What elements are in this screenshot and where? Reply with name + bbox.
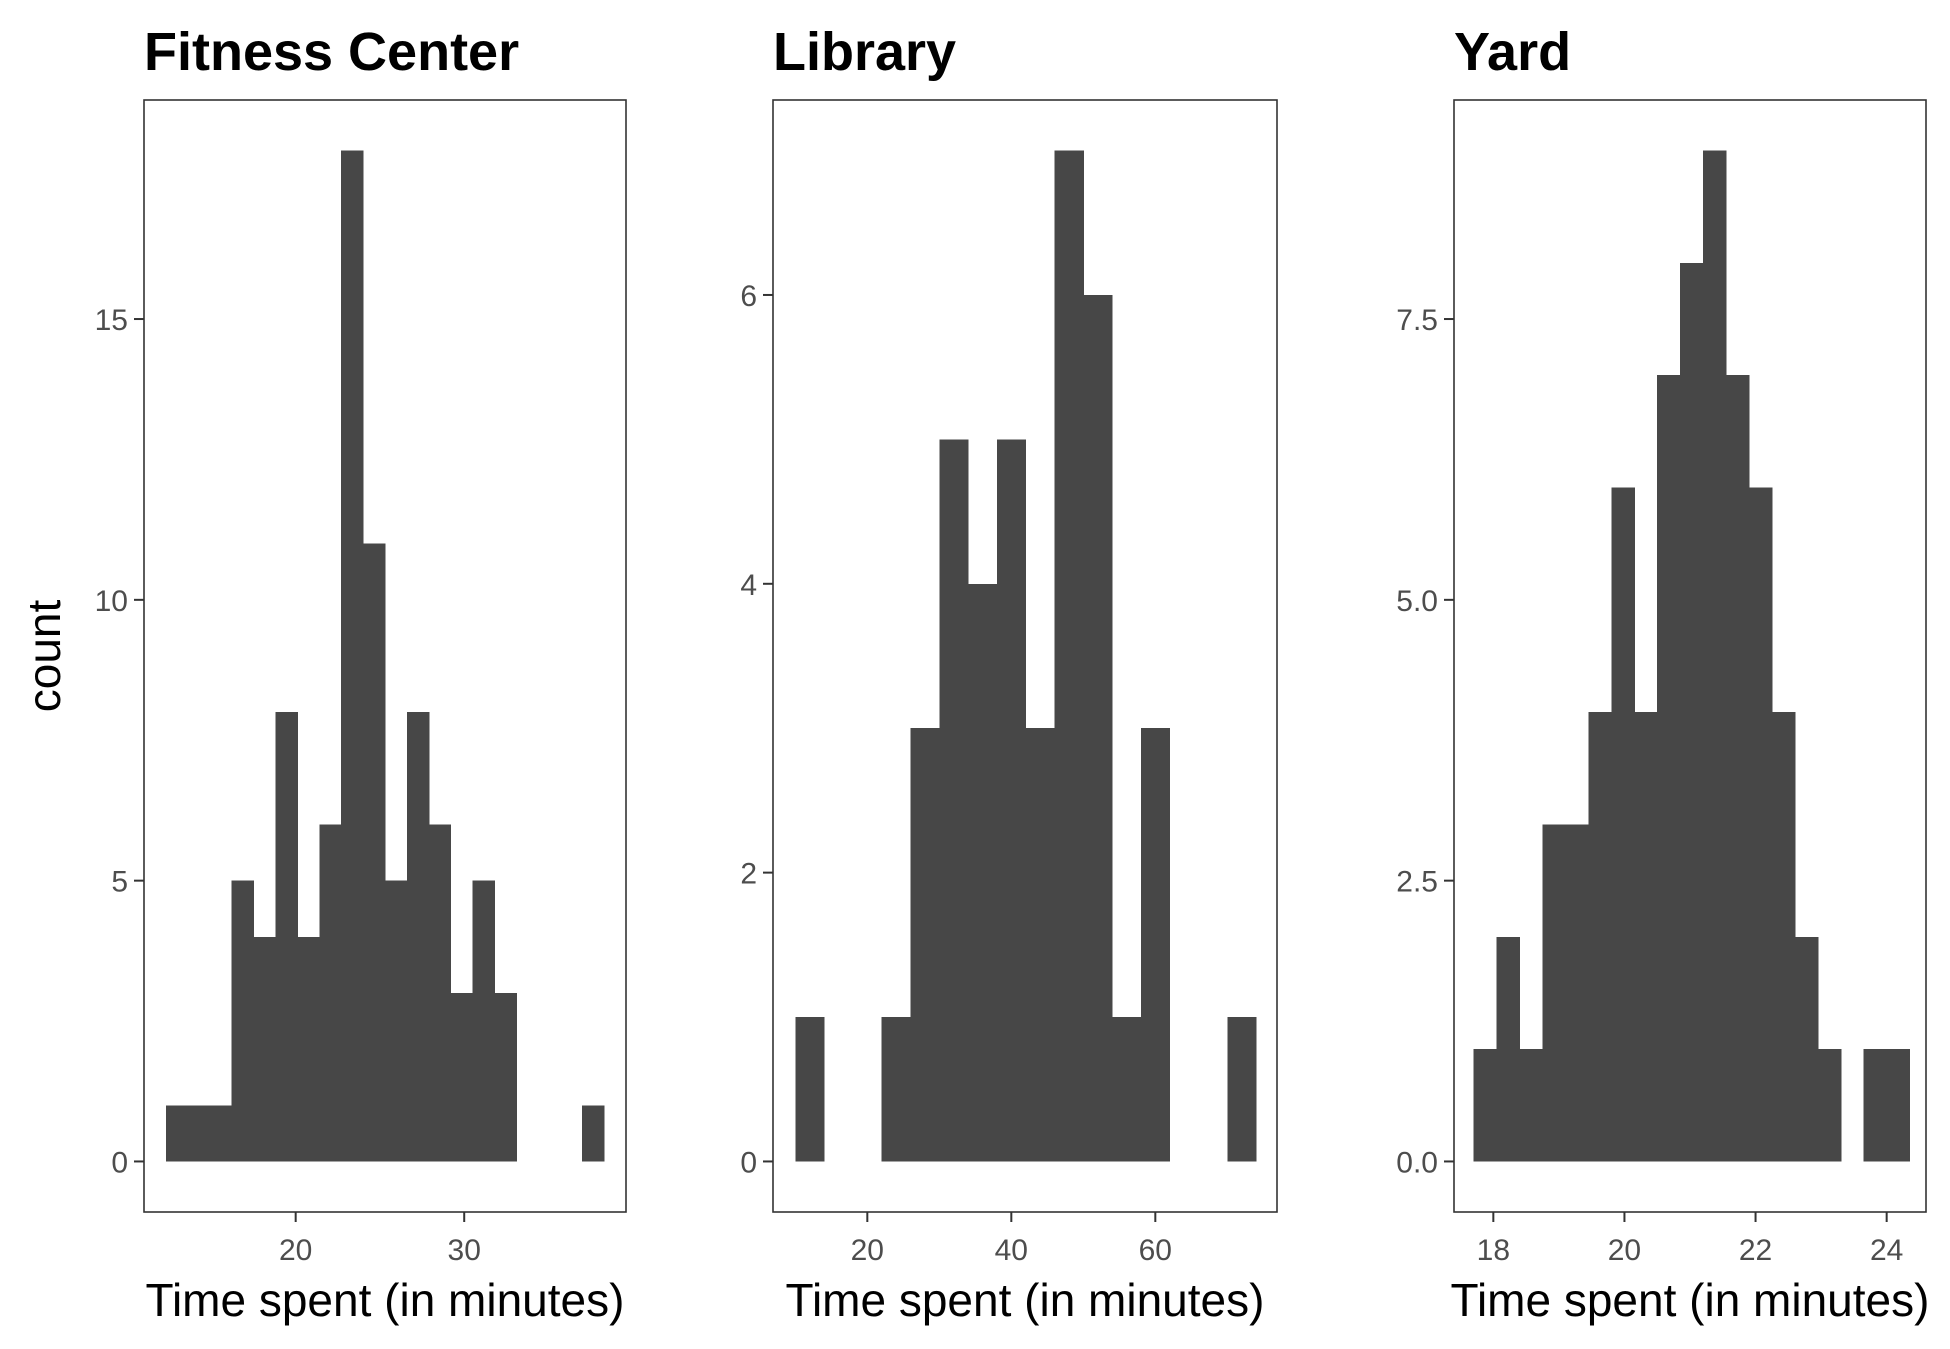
panel-2: Yard 0.0 2.5 5.0 7.5 18 20 22 24 Time spent (in m… [1396, 22, 1929, 1326]
panel-title: Yard [1454, 22, 1571, 82]
x-tick-label: 22 [1739, 1234, 1772, 1267]
y-tick-label: 6 [740, 280, 757, 313]
panel-frame [772, 99, 1278, 1213]
histogram-bar [1112, 1017, 1142, 1162]
histogram-bar [1542, 824, 1566, 1162]
histogram-bar [253, 936, 276, 1162]
histogram-bar [968, 583, 998, 1162]
histogram-bar [1886, 1049, 1911, 1162]
x-tick-label: 20 [851, 1234, 884, 1267]
histogram-bar [363, 543, 386, 1162]
y-tick-label: 0 [740, 1146, 757, 1179]
histogram-bar [472, 880, 496, 1162]
panel-0: Fitness Center 0 5 10 15 20 30 Time spent (in m… [18, 22, 627, 1326]
y-tick-label: 4 [740, 569, 757, 602]
histogram-bar [1519, 1049, 1543, 1162]
x-axis-label: Time spent (in minutes) [1451, 1274, 1930, 1326]
histogram-bar [1680, 262, 1704, 1162]
x-tick-label: 60 [1139, 1234, 1172, 1267]
histogram-bar [450, 992, 474, 1162]
panel-title: Fitness Center [144, 22, 519, 82]
histogram-bar [1703, 150, 1727, 1162]
histogram-bar [1611, 487, 1635, 1162]
y-tick-label: 5 [111, 866, 128, 899]
panel-frame [1453, 99, 1927, 1213]
histogram-bar [1565, 824, 1589, 1162]
x-tick-label: 30 [448, 1234, 481, 1267]
histogram-bar [406, 712, 430, 1162]
x-tick-label: 20 [279, 1234, 312, 1267]
histogram-bar [1749, 487, 1773, 1162]
y-tick-label: 5.0 [1396, 585, 1438, 618]
y-tick-label: 2 [740, 858, 757, 891]
y-tick-label: 0 [111, 1146, 128, 1179]
x-axis-label: Time spent (in minutes) [146, 1274, 625, 1326]
x-tick-label: 24 [1870, 1234, 1903, 1267]
histogram-bar [297, 936, 320, 1162]
histogram-bar [165, 1105, 189, 1162]
histogram-bar [187, 1105, 211, 1162]
histogram-bar [881, 1017, 912, 1162]
y-tick-label: 15 [95, 304, 128, 337]
x-tick-label: 18 [1477, 1234, 1510, 1267]
histogram-bar [1496, 936, 1521, 1162]
x-tick-label: 40 [995, 1234, 1028, 1267]
histogram-bar [1863, 1049, 1888, 1162]
y-tick-label: 0.0 [1396, 1146, 1438, 1179]
histogram-bar [582, 1105, 605, 1162]
y-tick-label: 2.5 [1396, 866, 1438, 899]
histogram-bar [1634, 712, 1658, 1162]
y-tick-label: 7.5 [1396, 304, 1438, 337]
histogram-bar [385, 880, 408, 1162]
x-tick-label: 20 [1608, 1234, 1641, 1267]
histogram-bar [341, 150, 364, 1162]
panel-title: Library [773, 22, 956, 82]
histogram-bar [939, 439, 969, 1162]
histogram-bar [1140, 728, 1171, 1162]
panel-frame [143, 99, 627, 1213]
histogram-bar [275, 712, 298, 1162]
histogram-bar [795, 1017, 825, 1162]
histogram-bar [996, 439, 1027, 1162]
y-tick-label: 10 [95, 585, 128, 618]
histogram-bar [1817, 1049, 1842, 1162]
histogram-bar [910, 728, 940, 1162]
histogram-bar [1083, 294, 1113, 1162]
histogram-bar [1726, 375, 1750, 1162]
histogram-bar [428, 824, 452, 1162]
histogram-bar [494, 992, 517, 1162]
histogram-bar [1054, 150, 1084, 1162]
y-axis-label: count [18, 600, 70, 713]
x-axis-label: Time spent (in minutes) [786, 1274, 1265, 1326]
histogram-bar [1794, 936, 1819, 1162]
histogram-bar [209, 1105, 233, 1162]
histogram-bar [231, 880, 255, 1162]
histogram-bar [1657, 375, 1681, 1162]
histogram-bar [1473, 1049, 1498, 1162]
histogram-bar [1025, 728, 1056, 1162]
panel-1: Library 0 2 4 6 20 40 60 Time spent (in minutes) [740, 22, 1278, 1326]
histogram-bar [1588, 712, 1612, 1162]
histogram-bar [1771, 712, 1796, 1162]
histogram-bar [319, 824, 342, 1162]
histogram-bar [1227, 1017, 1257, 1162]
